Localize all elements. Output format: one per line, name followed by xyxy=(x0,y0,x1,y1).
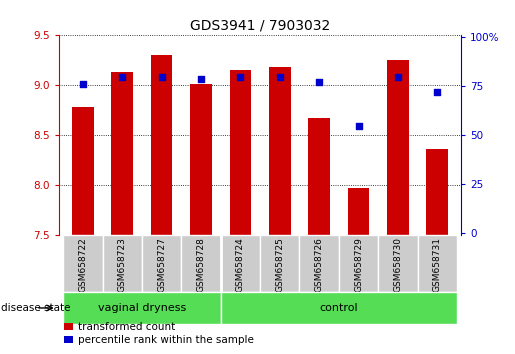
Bar xyxy=(63,292,221,324)
Bar xyxy=(63,235,102,292)
Text: GSM658728: GSM658728 xyxy=(197,237,205,292)
Bar xyxy=(308,118,330,235)
Text: GSM658731: GSM658731 xyxy=(433,237,442,292)
Bar xyxy=(269,67,290,235)
Point xyxy=(158,74,166,79)
Point xyxy=(276,74,284,79)
Point xyxy=(354,123,363,129)
Text: GSM658724: GSM658724 xyxy=(236,237,245,292)
Point xyxy=(79,81,87,87)
Bar xyxy=(230,70,251,235)
Point xyxy=(197,76,205,81)
Text: disease state: disease state xyxy=(1,303,71,313)
Bar xyxy=(72,107,94,235)
Bar xyxy=(221,235,260,292)
Text: GSM658729: GSM658729 xyxy=(354,237,363,292)
Bar xyxy=(387,61,409,235)
Legend: transformed count, percentile rank within the sample: transformed count, percentile rank withi… xyxy=(64,322,254,345)
Bar xyxy=(151,55,173,235)
Bar xyxy=(221,292,457,324)
Point xyxy=(118,74,126,79)
Bar xyxy=(339,235,378,292)
Bar xyxy=(426,149,448,235)
Bar xyxy=(181,235,221,292)
Text: control: control xyxy=(319,303,358,313)
Text: GSM658726: GSM658726 xyxy=(315,237,323,292)
Bar xyxy=(348,188,369,235)
Text: GSM658730: GSM658730 xyxy=(393,237,402,292)
Point xyxy=(433,90,441,95)
Point xyxy=(236,74,245,79)
Title: GDS3941 / 7903032: GDS3941 / 7903032 xyxy=(190,19,330,33)
Text: GSM658727: GSM658727 xyxy=(157,237,166,292)
Bar xyxy=(111,73,133,235)
Bar xyxy=(378,235,418,292)
Point xyxy=(394,74,402,79)
Text: GSM658722: GSM658722 xyxy=(78,237,88,292)
Bar xyxy=(418,235,457,292)
Text: GSM658725: GSM658725 xyxy=(275,237,284,292)
Bar xyxy=(190,84,212,235)
Point xyxy=(315,80,323,85)
Bar xyxy=(260,235,299,292)
Text: vaginal dryness: vaginal dryness xyxy=(98,303,186,313)
Text: GSM658723: GSM658723 xyxy=(118,237,127,292)
Bar xyxy=(142,235,181,292)
Bar xyxy=(299,235,339,292)
Bar xyxy=(102,235,142,292)
